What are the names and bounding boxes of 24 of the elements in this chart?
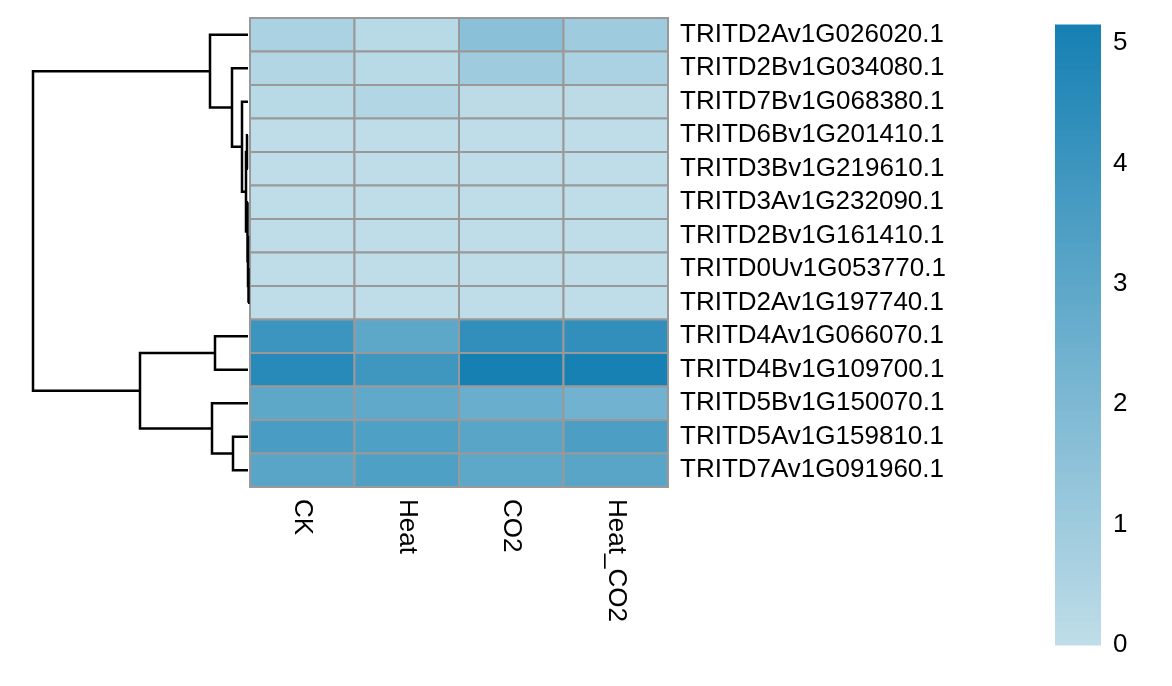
y-tick-label: TRITD2Bv1G034080.1: [680, 51, 945, 82]
color-bar-label: 3: [1113, 267, 1128, 298]
x-tick-label: Heat_CO2: [602, 499, 633, 622]
y-tick-label: TRITD5Bv1G150070.1: [680, 386, 945, 417]
y-tick-label: TRITD0Uv1G053770.1: [680, 252, 946, 283]
y-tick-label: TRITD6Bv1G201410.1: [680, 118, 945, 149]
y-tick-label: TRITD4Bv1G109700.1: [680, 352, 945, 383]
color-bar-label: 2: [1113, 387, 1128, 418]
color-bar-label: 0: [1113, 628, 1128, 659]
y-tick-label: TRITD5Av1G159810.1: [680, 419, 944, 450]
color-bar-label: 4: [1113, 146, 1128, 177]
y-tick-label: TRITD7Bv1G068380.1: [680, 84, 945, 115]
color-bar-label: 5: [1113, 26, 1128, 57]
x-tick-label: CK: [289, 499, 320, 536]
y-tick-label: TRITD2Bv1G161410.1: [680, 218, 945, 249]
y-tick-label: TRITD3Av1G232090.1: [680, 185, 944, 216]
y-tick-label: TRITD4Av1G066070.1: [680, 319, 944, 350]
y-tick-label: TRITD3Bv1G219610.1: [680, 151, 945, 182]
x-tick-label: CO2: [498, 499, 529, 553]
color-bar-label: 1: [1113, 507, 1128, 538]
x-tick-label: Heat: [393, 499, 424, 555]
y-tick-label: TRITD7Av1G091960.1: [680, 453, 944, 484]
y-tick-label: TRITD2Av1G026020.1: [680, 17, 944, 48]
y-tick-label: TRITD2Av1G197740.1: [680, 285, 944, 316]
